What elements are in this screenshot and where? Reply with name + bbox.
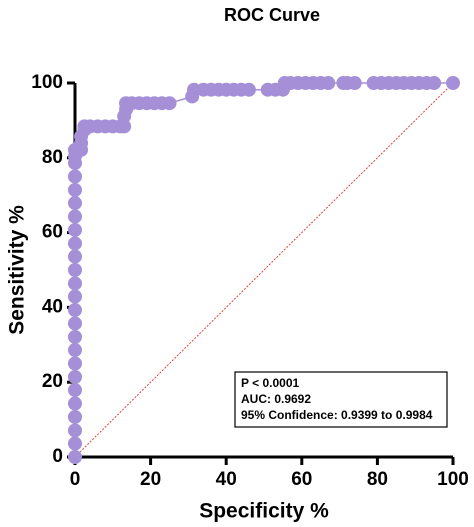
roc-point: [68, 169, 82, 184]
roc-point: [68, 276, 82, 291]
roc-point: [162, 96, 177, 111]
roc-point: [241, 82, 256, 97]
roc-point: [68, 236, 82, 251]
roc-point: [68, 209, 82, 224]
roc-point: [68, 409, 82, 424]
x-tick-label: 80: [367, 469, 388, 490]
roc-point: [347, 76, 362, 90]
roc-point: [321, 76, 336, 90]
roc-point: [68, 450, 82, 464]
roc-point: [117, 119, 132, 134]
annotation: P < 0.0001: [241, 376, 299, 390]
roc-point: [446, 76, 460, 90]
y-tick-label: 0: [52, 446, 63, 467]
x-tick-label: 0: [70, 469, 81, 490]
plot-area: 0 20 40 60 80 100 0 20 40 60 80 100: [31, 72, 469, 490]
annotation: AUC: 0.9692: [241, 392, 311, 406]
roc-point: [68, 329, 82, 344]
roc-point: [68, 196, 82, 211]
y-tick-label: 80: [42, 147, 63, 168]
x-tick-label: 20: [140, 469, 161, 490]
annotation: 95% Confidence: 0.9399 to 0.9984: [241, 408, 433, 422]
roc-point: [68, 369, 82, 384]
roc-point: [68, 356, 82, 371]
annotation-box: [234, 371, 448, 428]
y-tick-label: 40: [42, 296, 63, 317]
roc-point: [68, 436, 82, 451]
chart-title: ROC Curve: [224, 5, 320, 25]
x-tick-label: 40: [216, 469, 237, 490]
x-tick-label: 60: [291, 469, 312, 490]
roc-point: [427, 76, 442, 90]
roc-point: [68, 182, 82, 197]
roc-point: [68, 423, 82, 438]
y-axis-label: Sensitivity %: [6, 205, 29, 335]
y-tick-label: 20: [42, 371, 63, 392]
x-axis-label: Specificity %: [199, 500, 329, 523]
roc-point: [68, 383, 82, 398]
x-tick-label: 100: [437, 469, 469, 490]
roc-point: [68, 316, 82, 331]
roc-point: [68, 249, 82, 264]
y-tick-label: 60: [42, 222, 63, 243]
reference-line: [74, 82, 454, 458]
roc-point: [68, 263, 82, 277]
roc-point: [68, 303, 82, 318]
roc-point: [68, 396, 82, 411]
roc-point: [68, 289, 82, 304]
y-tick-label: 100: [31, 72, 63, 93]
roc-point: [68, 343, 82, 358]
roc-point: [68, 222, 82, 237]
